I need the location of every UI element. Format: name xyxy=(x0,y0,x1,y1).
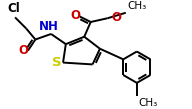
Text: O: O xyxy=(70,9,80,22)
Text: S: S xyxy=(52,56,61,69)
Text: Cl: Cl xyxy=(8,2,21,15)
Text: CH₃: CH₃ xyxy=(128,1,147,11)
Text: O: O xyxy=(18,44,28,57)
Text: NH: NH xyxy=(39,20,59,33)
Text: O: O xyxy=(111,11,121,24)
Text: CH₃: CH₃ xyxy=(139,98,158,108)
